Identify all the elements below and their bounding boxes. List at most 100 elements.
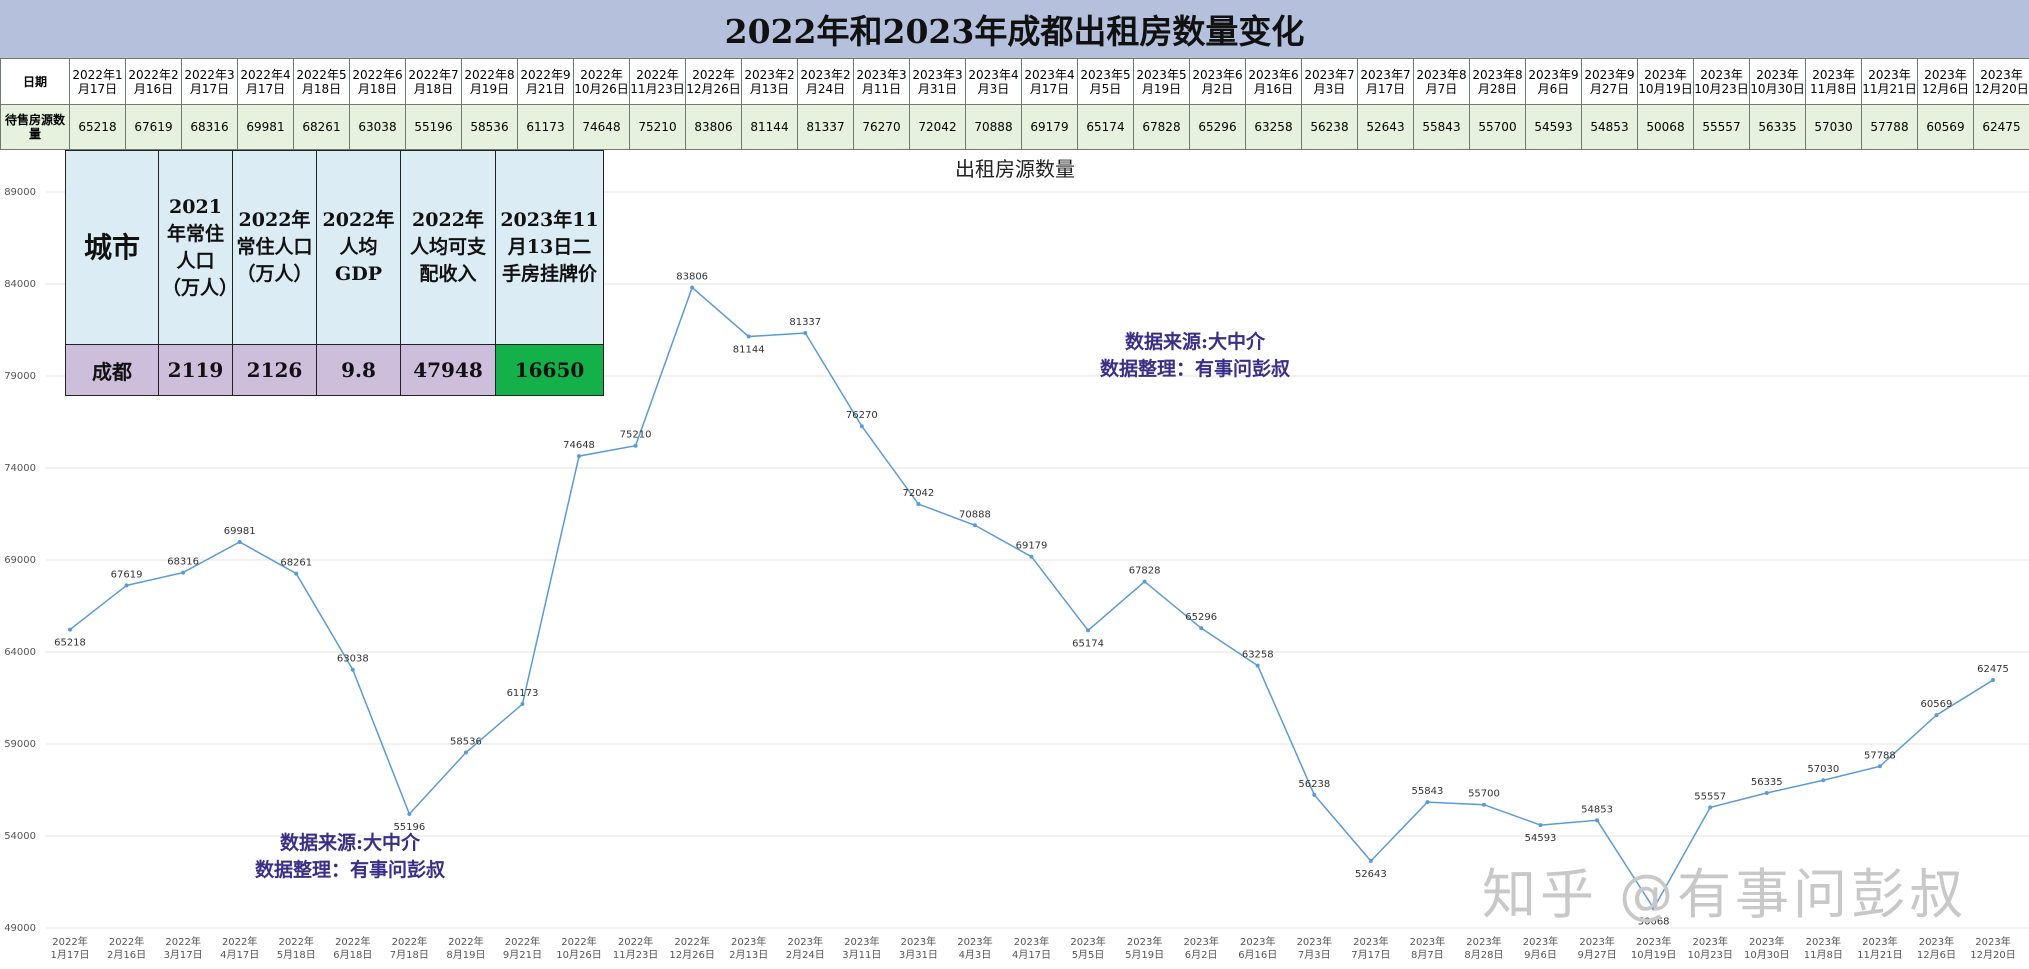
count-cell: 67828 bbox=[1133, 104, 1190, 150]
x-tick-label: 2022年 5月18日 bbox=[277, 935, 316, 961]
data-label: 69179 bbox=[1016, 541, 1048, 552]
data-point bbox=[633, 443, 638, 448]
data-point bbox=[181, 570, 186, 575]
data-label: 74648 bbox=[563, 440, 595, 451]
data-label: 58536 bbox=[450, 737, 482, 748]
data-point bbox=[1764, 791, 1769, 796]
data-label: 65218 bbox=[54, 638, 86, 649]
date-cell: 2022年2月16日 bbox=[125, 58, 182, 105]
data-label: 62475 bbox=[1977, 664, 2009, 675]
count-row-label: 待售房源数量 bbox=[0, 104, 70, 150]
data-labels: 65218 67619 68316 69981 68261 63038 55196 58536… bbox=[54, 272, 2009, 928]
data-label: 81337 bbox=[789, 317, 821, 328]
city-stats-table: 城市 2021年常住人口（万人） 2022年常住人口（万人） 2022年人均GD… bbox=[65, 150, 604, 396]
count-cell: 65174 bbox=[1077, 104, 1134, 150]
count-cell: 58536 bbox=[461, 104, 518, 150]
count-cell: 56238 bbox=[1301, 104, 1358, 150]
x-axis-ticks: 2022年 1月17日 2022年 2月16日 2022年 3月17日 2022年 4月17日… bbox=[50, 935, 2015, 961]
page-title: 2022年和2023年成都出租房数量变化 bbox=[0, 0, 2029, 59]
data-table: 日期 2022年1月17日 2022年2月16日 2022年3月17日 2022年4月… bbox=[0, 58, 2029, 150]
data-label: 65296 bbox=[1185, 612, 1217, 623]
x-tick-label: 2022年 11月23日 bbox=[613, 935, 658, 961]
date-cell: 2023年6月16日 bbox=[1245, 58, 1302, 105]
count-cell: 70888 bbox=[965, 104, 1022, 150]
x-tick-label: 2023年 11月8日 bbox=[1804, 935, 1843, 961]
data-label: 56238 bbox=[1298, 779, 1330, 790]
count-cell: 57788 bbox=[1861, 104, 1918, 150]
date-cell: 2022年12月26日 bbox=[685, 58, 742, 105]
count-cell: 67619 bbox=[125, 104, 182, 150]
data-label: 69981 bbox=[224, 526, 256, 537]
data-point bbox=[690, 285, 695, 290]
data-point bbox=[1538, 823, 1543, 828]
city-header: 城市 bbox=[65, 150, 159, 345]
data-label: 63038 bbox=[337, 654, 369, 665]
data-point bbox=[1991, 678, 1995, 683]
x-tick-label: 2022年 10月26日 bbox=[556, 935, 601, 961]
date-cell: 2023年11月8日 bbox=[1805, 58, 1862, 105]
y-tick-label: 59000 bbox=[4, 739, 36, 750]
date-cell: 2023年7月17日 bbox=[1357, 58, 1414, 105]
data-point bbox=[1877, 764, 1882, 769]
data-point bbox=[1595, 818, 1600, 823]
date-cell: 2023年12月6日 bbox=[1917, 58, 1974, 105]
count-cell: 81144 bbox=[741, 104, 798, 150]
data-label: 60569 bbox=[1921, 699, 1953, 710]
date-cell: 2023年4月3日 bbox=[965, 58, 1022, 105]
data-point bbox=[1821, 778, 1826, 783]
count-cell: 74648 bbox=[573, 104, 630, 150]
x-tick-label: 2023年 10月30日 bbox=[1744, 935, 1789, 961]
y-axis-ticks: 49000 54000 59000 64000 69000 74000 79000 84000… bbox=[4, 187, 36, 934]
source-note-upper: 数据来源:大中介 数据整理：有事问彭叔 bbox=[1060, 329, 1330, 383]
data-label: 81144 bbox=[733, 345, 765, 356]
data-point bbox=[294, 571, 299, 576]
population-2022-value: 2126 bbox=[232, 344, 317, 396]
data-label: 57788 bbox=[1864, 750, 1896, 761]
data-points bbox=[68, 285, 1995, 911]
y-tick-label: 64000 bbox=[4, 647, 36, 658]
count-cell: 54853 bbox=[1581, 104, 1638, 150]
date-cell: 2022年4月17日 bbox=[237, 58, 294, 105]
count-cell: 55557 bbox=[1693, 104, 1750, 150]
count-cell: 55196 bbox=[405, 104, 462, 150]
count-cell: 60569 bbox=[1917, 104, 1974, 150]
data-point bbox=[803, 330, 808, 335]
date-cell: 2023年8月7日 bbox=[1413, 58, 1470, 105]
data-point bbox=[577, 454, 582, 459]
count-cell: 55700 bbox=[1469, 104, 1526, 150]
date-cell: 2023年5月19日 bbox=[1133, 58, 1190, 105]
data-label: 55557 bbox=[1694, 791, 1726, 802]
x-tick-label: 2022年 1月17日 bbox=[50, 935, 89, 961]
x-tick-label: 2023年 9月27日 bbox=[1578, 935, 1617, 961]
x-tick-label: 2023年 2月24日 bbox=[786, 935, 825, 961]
date-cell: 2023年6月2日 bbox=[1189, 58, 1246, 105]
x-tick-label: 2023年 3月11日 bbox=[842, 935, 881, 961]
disposable-income-header: 2022年人均可支配收入 bbox=[400, 150, 496, 345]
date-cell: 2022年7月18日 bbox=[405, 58, 462, 105]
date-cell: 2023年9月27日 bbox=[1581, 58, 1638, 105]
x-tick-label: 2023年 5月19日 bbox=[1125, 935, 1164, 961]
date-cell: 2023年11月21日 bbox=[1861, 58, 1918, 105]
listing-price-header: 2023年11月13日二手房挂牌价 bbox=[495, 150, 604, 345]
date-cell: 2023年4月17日 bbox=[1021, 58, 1078, 105]
date-cell: 2023年7月3日 bbox=[1301, 58, 1358, 105]
date-cell: 2022年8月19日 bbox=[461, 58, 518, 105]
source-note-lower: 数据来源:大中介 数据整理：有事问彭叔 bbox=[215, 830, 485, 884]
x-tick-label: 2023年 10月19日 bbox=[1631, 935, 1676, 961]
data-point bbox=[350, 667, 355, 672]
city-table-header-row: 城市 2021年常住人口（万人） 2022年常住人口（万人） 2022年人均GD… bbox=[65, 150, 604, 345]
count-cell: 63038 bbox=[349, 104, 406, 150]
date-cell: 2023年8月28日 bbox=[1469, 58, 1526, 105]
gdp-per-capita-value: 9.8 bbox=[316, 344, 401, 396]
population-2021-header: 2021年常住人口（万人） bbox=[158, 150, 238, 345]
data-point bbox=[1651, 906, 1656, 911]
x-tick-label: 2023年 8月7日 bbox=[1410, 935, 1445, 961]
data-label: 55700 bbox=[1468, 789, 1500, 800]
x-tick-label: 2023年 2月13日 bbox=[729, 935, 768, 961]
data-label: 72042 bbox=[902, 488, 934, 499]
count-cell: 65218 bbox=[69, 104, 126, 150]
data-label: 61173 bbox=[507, 688, 539, 699]
count-cell: 69981 bbox=[237, 104, 294, 150]
data-point bbox=[1708, 805, 1713, 810]
data-label: 68316 bbox=[167, 557, 199, 568]
